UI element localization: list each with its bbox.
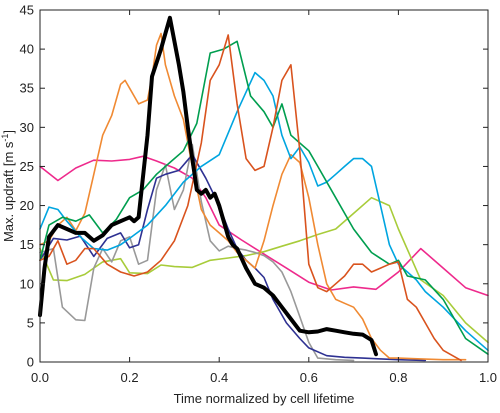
x-tick-label: 1.0 bbox=[479, 370, 497, 385]
series-line-1 bbox=[39, 155, 489, 297]
y-tick-label: 15 bbox=[20, 237, 34, 252]
y-tick-label: 35 bbox=[20, 81, 34, 96]
series-line-9 bbox=[38, 15, 378, 357]
y-axis-label-sup: -1 bbox=[0, 134, 10, 142]
x-axis-label: Time normalized by cell lifetime bbox=[174, 391, 355, 406]
y-tick-label: 25 bbox=[20, 159, 34, 174]
y-axis-label-end: ] bbox=[1, 130, 16, 134]
y-tick-label: 10 bbox=[20, 276, 34, 291]
x-tick-label: 0.0 bbox=[31, 370, 49, 385]
series-line-5 bbox=[39, 32, 467, 361]
x-tick-label: 0.6 bbox=[300, 370, 318, 385]
y-tick-label: 45 bbox=[20, 3, 34, 18]
axes bbox=[39, 9, 489, 363]
x-tick-label: 0.4 bbox=[210, 370, 228, 385]
series-line-3 bbox=[39, 143, 355, 362]
y-tick-label: 5 bbox=[27, 315, 34, 330]
series-line-6 bbox=[39, 71, 489, 352]
x-tick-label: 0.2 bbox=[121, 370, 139, 385]
series-lines bbox=[38, 15, 489, 362]
series-line-8 bbox=[39, 34, 462, 362]
y-ticks: 0 5 10 15 20 25 30 35 40 45 bbox=[20, 3, 488, 370]
series-line-2 bbox=[39, 196, 489, 344]
y-tick-label: 0 bbox=[27, 355, 34, 370]
series-line-7 bbox=[39, 40, 489, 356]
y-axis-label: Max. updraft [m s-1] bbox=[0, 130, 16, 242]
x-tick-label: 0.8 bbox=[389, 370, 407, 385]
axes-frame bbox=[39, 9, 489, 363]
y-tick-label: 40 bbox=[20, 42, 34, 57]
y-tick-label: 20 bbox=[20, 198, 34, 213]
y-tick-label: 30 bbox=[20, 120, 34, 135]
y-axis-label-main: Max. updraft [m s bbox=[1, 141, 16, 242]
x-ticks: 0.0 0.2 0.4 0.6 0.8 1.0 bbox=[31, 10, 497, 385]
